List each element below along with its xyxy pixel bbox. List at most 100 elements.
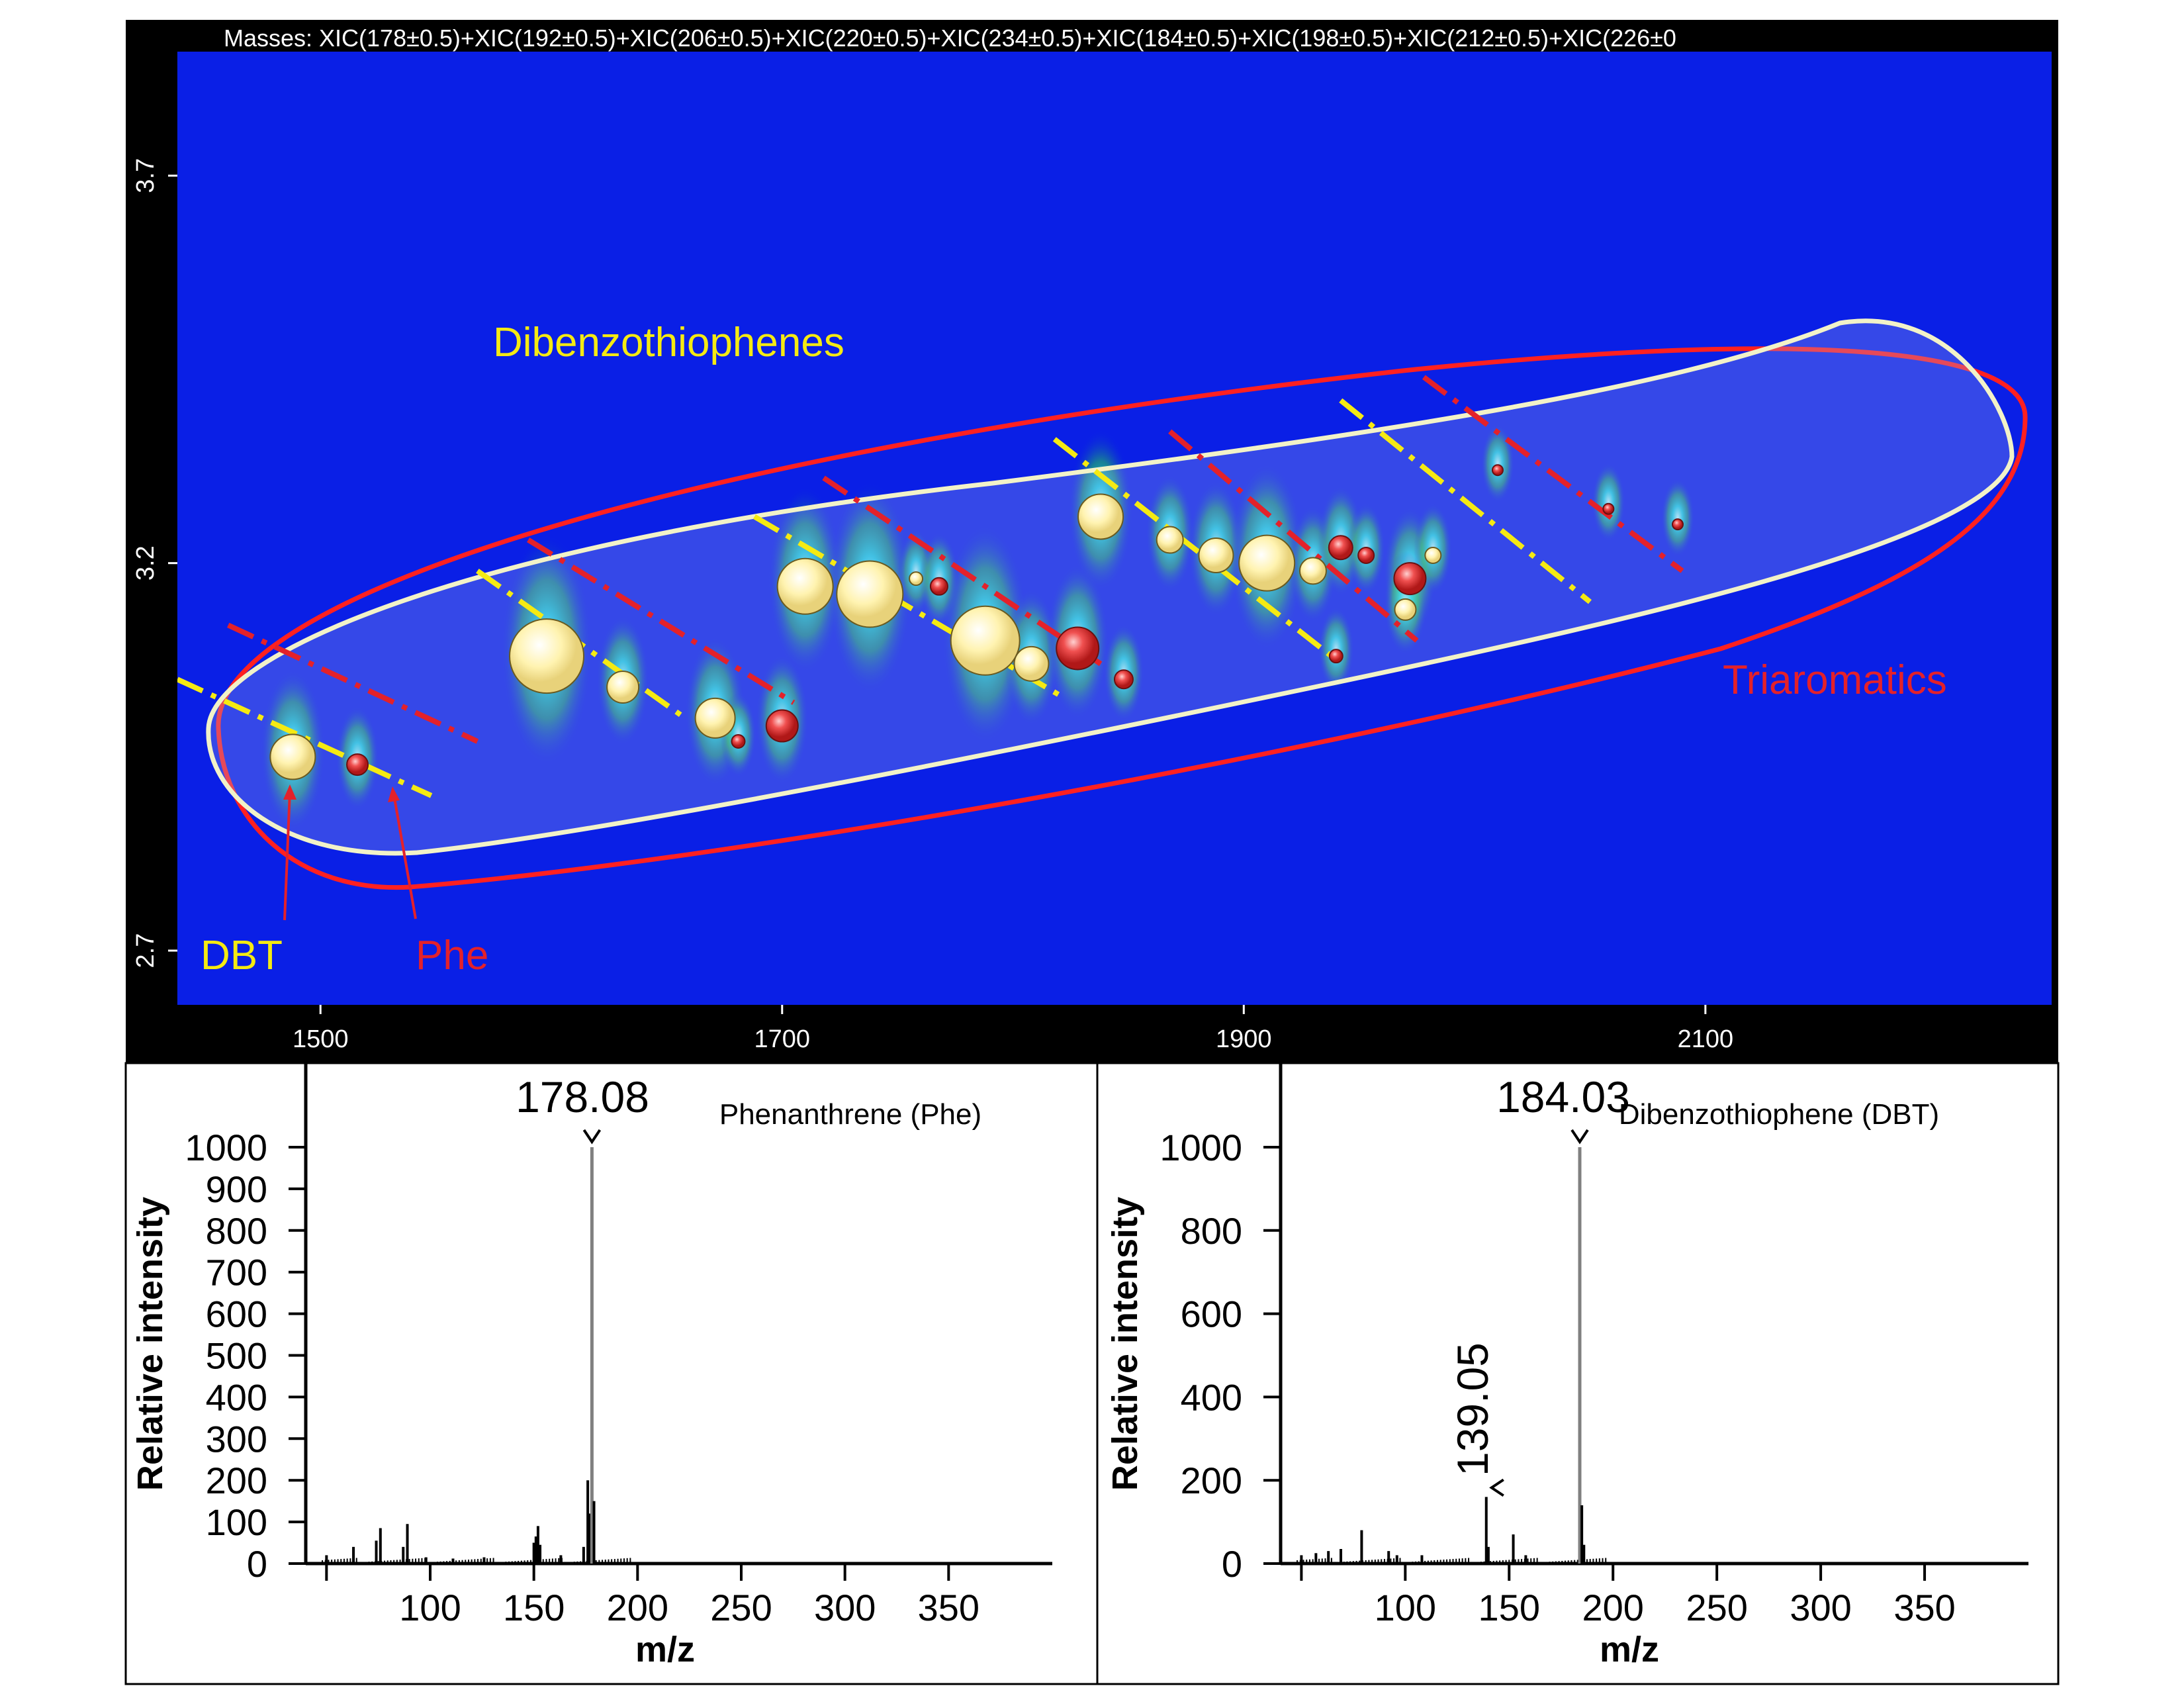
phe-y-tick: 500	[206, 1335, 267, 1377]
phe-arrow	[392, 794, 417, 919]
dbt-peak-marker	[606, 671, 640, 704]
dibenzothiophenes-label: Dibenzothiophenes	[493, 320, 844, 365]
dbt-y-tick: 0	[1222, 1543, 1242, 1585]
phe-peak-label: 178.08	[516, 1072, 649, 1121]
dbt-secondary-peak-label: 139.05	[1448, 1342, 1497, 1476]
triaromatic-peak-marker	[731, 733, 746, 749]
triaromatic-homolog-line	[527, 538, 796, 705]
phe-y-tick: 600	[206, 1293, 267, 1335]
dbt-homolog-line	[177, 677, 433, 798]
heat-x-tick: 1700	[754, 1025, 811, 1053]
heat-x-tick: 2100	[1678, 1025, 1734, 1053]
phe-y-tick: 900	[206, 1168, 267, 1210]
dbt-peak-marker	[1156, 526, 1184, 554]
heatmap-axes: 1500 1700 1900 2100 3.7 3.2 2.7	[132, 158, 1733, 1053]
dbt-x-tick: 100	[1375, 1587, 1436, 1628]
dbt-peak-caret	[1570, 1129, 1589, 1145]
dbt-peak-marker	[1198, 537, 1234, 573]
phe-arrow-head	[388, 786, 400, 802]
triaromatic-peak-marker	[1328, 535, 1353, 561]
dbt-y-axis-label: Relative intensity	[1105, 1197, 1145, 1491]
dbt-spectrum-panel	[1096, 1062, 2060, 1685]
phe-y-axis-label: Relative intensity	[130, 1197, 170, 1491]
triaromatic-peak-marker	[1671, 518, 1684, 531]
heat-y-tick: 3.7	[132, 158, 159, 193]
dbt-peak-marker	[776, 557, 834, 615]
dbt-arrow	[283, 790, 291, 921]
triaromatic-peak-marker	[765, 709, 799, 743]
dbt-peak-label: 184.03	[1496, 1072, 1630, 1121]
dbt-x-tick: 200	[1582, 1587, 1644, 1628]
dbt-x-tick: 350	[1893, 1587, 1955, 1628]
intensity-blob	[1480, 424, 1515, 503]
peak-markers	[269, 464, 1684, 780]
dbt-peak-marker	[1298, 557, 1327, 585]
dbt-spectrum-title: Dibenzothiophene (DBT)	[1619, 1098, 1939, 1131]
dbt-arrow-head	[283, 784, 296, 800]
dbt-peak-marker	[836, 560, 904, 628]
triaromatic-peak-marker	[1113, 669, 1134, 690]
dbt-homolog-line	[752, 514, 1061, 698]
heat-x-tick: 1900	[1216, 1025, 1272, 1053]
dbt-peak-marker	[909, 571, 924, 586]
triaromatic-homolog-line	[822, 475, 1103, 667]
dbt-y-tick: 800	[1181, 1210, 1242, 1252]
dbt-label: DBT	[201, 933, 283, 978]
phe-x-tick: 200	[607, 1587, 668, 1628]
phe-y-tick: 300	[206, 1418, 267, 1460]
dbt-peak-marker	[509, 618, 585, 694]
dbt-x-axis-label: m/z	[1600, 1630, 1659, 1669]
triaromatic-peak-marker	[346, 753, 369, 776]
intensity-blob	[1661, 478, 1695, 557]
dbt-y-tick: 400	[1181, 1376, 1242, 1418]
phe-x-tick: 300	[814, 1587, 876, 1628]
phe-y-tick: 200	[206, 1460, 267, 1501]
phe-spectrum: Phenanthrene (Phe) 178.08 Relative inten…	[130, 1063, 1052, 1669]
dbt-peak-marker	[269, 733, 316, 780]
phe-y-tick: 800	[206, 1210, 267, 1252]
heatmap-title: Masses: XIC(178±0.5)+XIC(192±0.5)+XIC(20…	[224, 24, 1676, 52]
phe-y-tick: 1000	[185, 1127, 267, 1168]
phe-spectrum-title: Phenanthrene (Phe)	[719, 1098, 981, 1131]
phe-spectrum-panel	[124, 1062, 1099, 1685]
triaromatic-peak-marker	[1491, 464, 1504, 477]
triaromatic-homolog-line	[1168, 429, 1419, 643]
dbt-y-tick: 200	[1181, 1460, 1242, 1501]
dbt-peak-marker	[694, 697, 736, 739]
dbt-peak-marker	[1013, 645, 1050, 682]
dbt-secondary-caret	[1489, 1478, 1504, 1497]
phe-y-tick: 100	[206, 1501, 267, 1543]
triaromatic-peak-marker	[929, 577, 948, 596]
triaromatic-peak-marker	[1602, 502, 1615, 515]
phe-y-ticks: 0 100 200 300 400 500 600 700 800 900 10…	[185, 1127, 267, 1585]
heat-y-tick: 3.2	[132, 545, 159, 581]
dbt-x-tick: 250	[1686, 1587, 1747, 1628]
phe-y-tick: 0	[247, 1543, 267, 1585]
dbt-x-tick: 150	[1479, 1587, 1540, 1628]
triaromatic-peak-marker	[1393, 562, 1427, 596]
phe-x-tick: 350	[918, 1587, 979, 1628]
triaromatic-homolog-line	[1422, 375, 1684, 573]
dibenzothiophenes-region	[206, 318, 2015, 856]
dbt-peak-marker	[1394, 598, 1417, 621]
dbt-x-ticks: 100 150 200 250 300 350	[1375, 1587, 1956, 1628]
triaromatic-homolog-line	[227, 622, 479, 744]
phe-x-tick: 100	[399, 1587, 461, 1628]
dbt-y-ticks: 0 200 400 600 800 1000	[1160, 1127, 1242, 1585]
phe-x-tick: 150	[503, 1587, 565, 1628]
phe-label: Phe	[416, 933, 488, 978]
intensity-blob	[1592, 463, 1625, 541]
heat-y-tick: 2.7	[132, 933, 159, 968]
phe-y-tick: 700	[206, 1252, 267, 1293]
triaromatics-label: Triaromatics	[1723, 657, 1947, 703]
dbt-homolog-line	[1052, 437, 1334, 659]
dbt-peak-marker	[1238, 534, 1296, 592]
dbt-homolog-line	[1339, 398, 1592, 604]
phe-y-tick: 400	[206, 1376, 267, 1418]
dbt-peak-marker	[950, 605, 1021, 676]
triaromatic-peak-marker	[1056, 626, 1100, 671]
triaromatic-peak-marker	[1328, 649, 1343, 664]
dbt-y-tick: 1000	[1160, 1127, 1242, 1168]
triaromatic-peak-marker	[1357, 546, 1375, 564]
